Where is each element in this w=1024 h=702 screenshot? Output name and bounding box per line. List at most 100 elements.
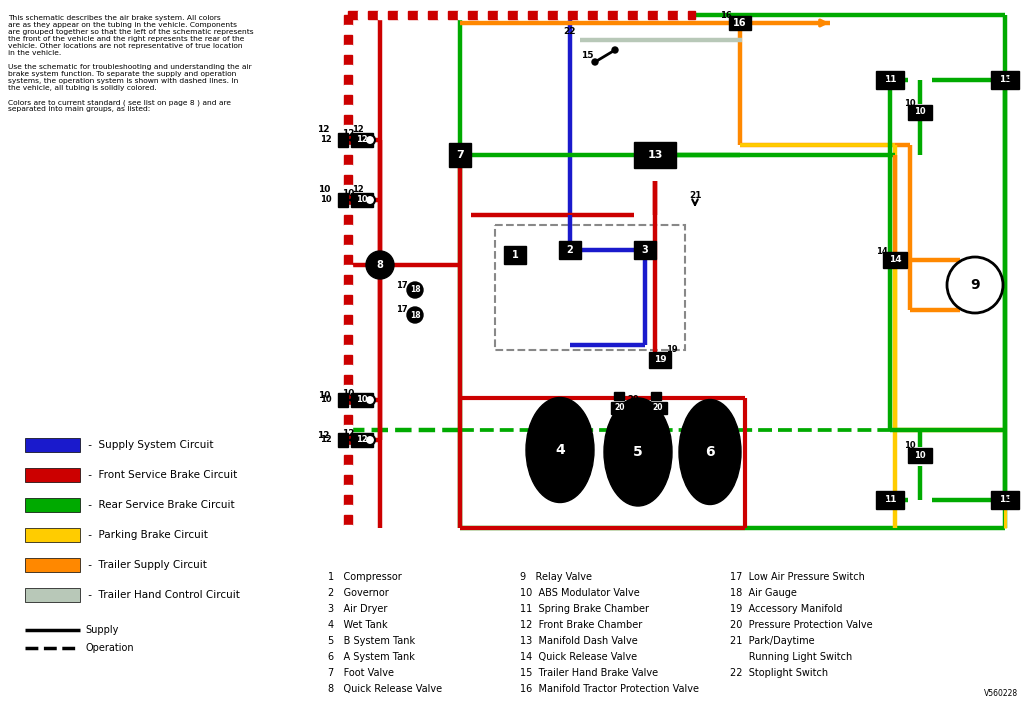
Text: -  Front Service Brake Circuit: - Front Service Brake Circuit bbox=[85, 470, 238, 480]
Text: 11: 11 bbox=[998, 496, 1012, 505]
Text: 8   Quick Release Valve: 8 Quick Release Valve bbox=[328, 684, 442, 694]
Text: -  Supply System Circuit: - Supply System Circuit bbox=[85, 440, 213, 450]
Text: 12: 12 bbox=[356, 135, 368, 145]
Circle shape bbox=[407, 307, 423, 323]
Bar bbox=[344, 185, 352, 195]
Bar bbox=[344, 335, 352, 345]
Bar bbox=[344, 285, 352, 295]
Bar bbox=[498, 11, 508, 19]
Bar bbox=[876, 71, 904, 89]
Text: Supply: Supply bbox=[85, 625, 119, 635]
Bar bbox=[508, 11, 518, 19]
Circle shape bbox=[592, 59, 598, 65]
Bar bbox=[348, 11, 358, 19]
Bar bbox=[668, 11, 678, 19]
Bar bbox=[876, 491, 904, 509]
Bar bbox=[344, 375, 352, 385]
Bar bbox=[588, 11, 598, 19]
Text: 10: 10 bbox=[321, 195, 332, 204]
Bar bbox=[344, 135, 352, 145]
Bar bbox=[338, 433, 348, 447]
Text: 2: 2 bbox=[566, 245, 573, 255]
Bar bbox=[344, 315, 352, 325]
Bar bbox=[418, 11, 428, 19]
Bar bbox=[488, 11, 498, 19]
Bar bbox=[344, 65, 352, 75]
Text: -  Rear Service Brake Circuit: - Rear Service Brake Circuit bbox=[85, 500, 234, 510]
Text: 20: 20 bbox=[614, 404, 626, 413]
Text: 18: 18 bbox=[410, 286, 420, 295]
Bar bbox=[558, 11, 568, 19]
Bar bbox=[908, 105, 932, 120]
Text: 18  Air Gauge: 18 Air Gauge bbox=[730, 588, 797, 598]
Text: 5: 5 bbox=[633, 445, 643, 459]
Bar bbox=[344, 75, 352, 85]
Text: 10  ABS Modulator Valve: 10 ABS Modulator Valve bbox=[520, 588, 640, 598]
Circle shape bbox=[407, 282, 423, 298]
Bar bbox=[658, 11, 668, 19]
Bar bbox=[344, 125, 352, 135]
Bar bbox=[344, 225, 352, 235]
Bar bbox=[628, 11, 638, 19]
Text: 16: 16 bbox=[733, 18, 746, 28]
Bar bbox=[368, 11, 378, 19]
Bar bbox=[344, 115, 352, 125]
Bar bbox=[991, 71, 1019, 89]
Text: 10: 10 bbox=[356, 395, 368, 404]
Text: 10: 10 bbox=[342, 388, 354, 397]
Bar bbox=[729, 16, 751, 30]
Bar bbox=[478, 11, 488, 19]
Bar bbox=[449, 11, 458, 19]
Bar bbox=[688, 11, 695, 19]
Bar bbox=[351, 433, 373, 447]
Ellipse shape bbox=[526, 397, 594, 503]
Text: -  Trailer Supply Circuit: - Trailer Supply Circuit bbox=[85, 560, 207, 570]
Bar bbox=[638, 11, 648, 19]
Text: -  Trailer Hand Control Circuit: - Trailer Hand Control Circuit bbox=[85, 590, 240, 600]
Bar bbox=[468, 11, 478, 19]
Text: 20: 20 bbox=[652, 404, 664, 413]
Bar bbox=[528, 11, 538, 19]
Text: 12  Front Brake Chamber: 12 Front Brake Chamber bbox=[520, 620, 642, 630]
Bar bbox=[538, 11, 548, 19]
Bar bbox=[25, 498, 80, 512]
Text: 22: 22 bbox=[564, 27, 577, 37]
Bar bbox=[344, 455, 352, 465]
Bar bbox=[344, 105, 352, 115]
Text: 19: 19 bbox=[653, 355, 667, 364]
Bar bbox=[344, 495, 352, 505]
Text: 10: 10 bbox=[914, 451, 926, 460]
Text: 8: 8 bbox=[377, 260, 383, 270]
Bar bbox=[344, 35, 352, 45]
Bar bbox=[344, 485, 352, 495]
Text: 13: 13 bbox=[647, 150, 663, 160]
Text: This schematic describes the air brake system. All colors
are as they appear on : This schematic describes the air brake s… bbox=[8, 15, 254, 112]
Circle shape bbox=[365, 195, 375, 205]
Bar bbox=[344, 465, 352, 475]
Circle shape bbox=[365, 135, 375, 145]
Text: 14: 14 bbox=[889, 256, 901, 265]
Bar bbox=[344, 415, 352, 425]
Bar bbox=[611, 402, 629, 414]
Bar bbox=[25, 528, 80, 542]
Bar bbox=[344, 355, 352, 365]
Bar bbox=[344, 365, 352, 375]
Bar bbox=[344, 195, 352, 205]
Bar bbox=[344, 445, 352, 455]
Bar bbox=[344, 405, 352, 415]
Circle shape bbox=[365, 395, 375, 405]
Bar bbox=[344, 345, 352, 355]
Text: 10: 10 bbox=[914, 107, 926, 117]
Text: 1   Compressor: 1 Compressor bbox=[328, 572, 401, 582]
Bar bbox=[649, 352, 671, 368]
Text: Operation: Operation bbox=[85, 643, 133, 653]
Bar bbox=[428, 11, 438, 19]
Circle shape bbox=[365, 435, 375, 445]
Text: 2   Governor: 2 Governor bbox=[328, 588, 389, 598]
Bar bbox=[344, 305, 352, 315]
Text: 1: 1 bbox=[512, 250, 518, 260]
Bar bbox=[351, 133, 373, 147]
Text: 12: 12 bbox=[321, 135, 332, 145]
Bar bbox=[344, 435, 352, 445]
Text: 12: 12 bbox=[342, 128, 354, 138]
